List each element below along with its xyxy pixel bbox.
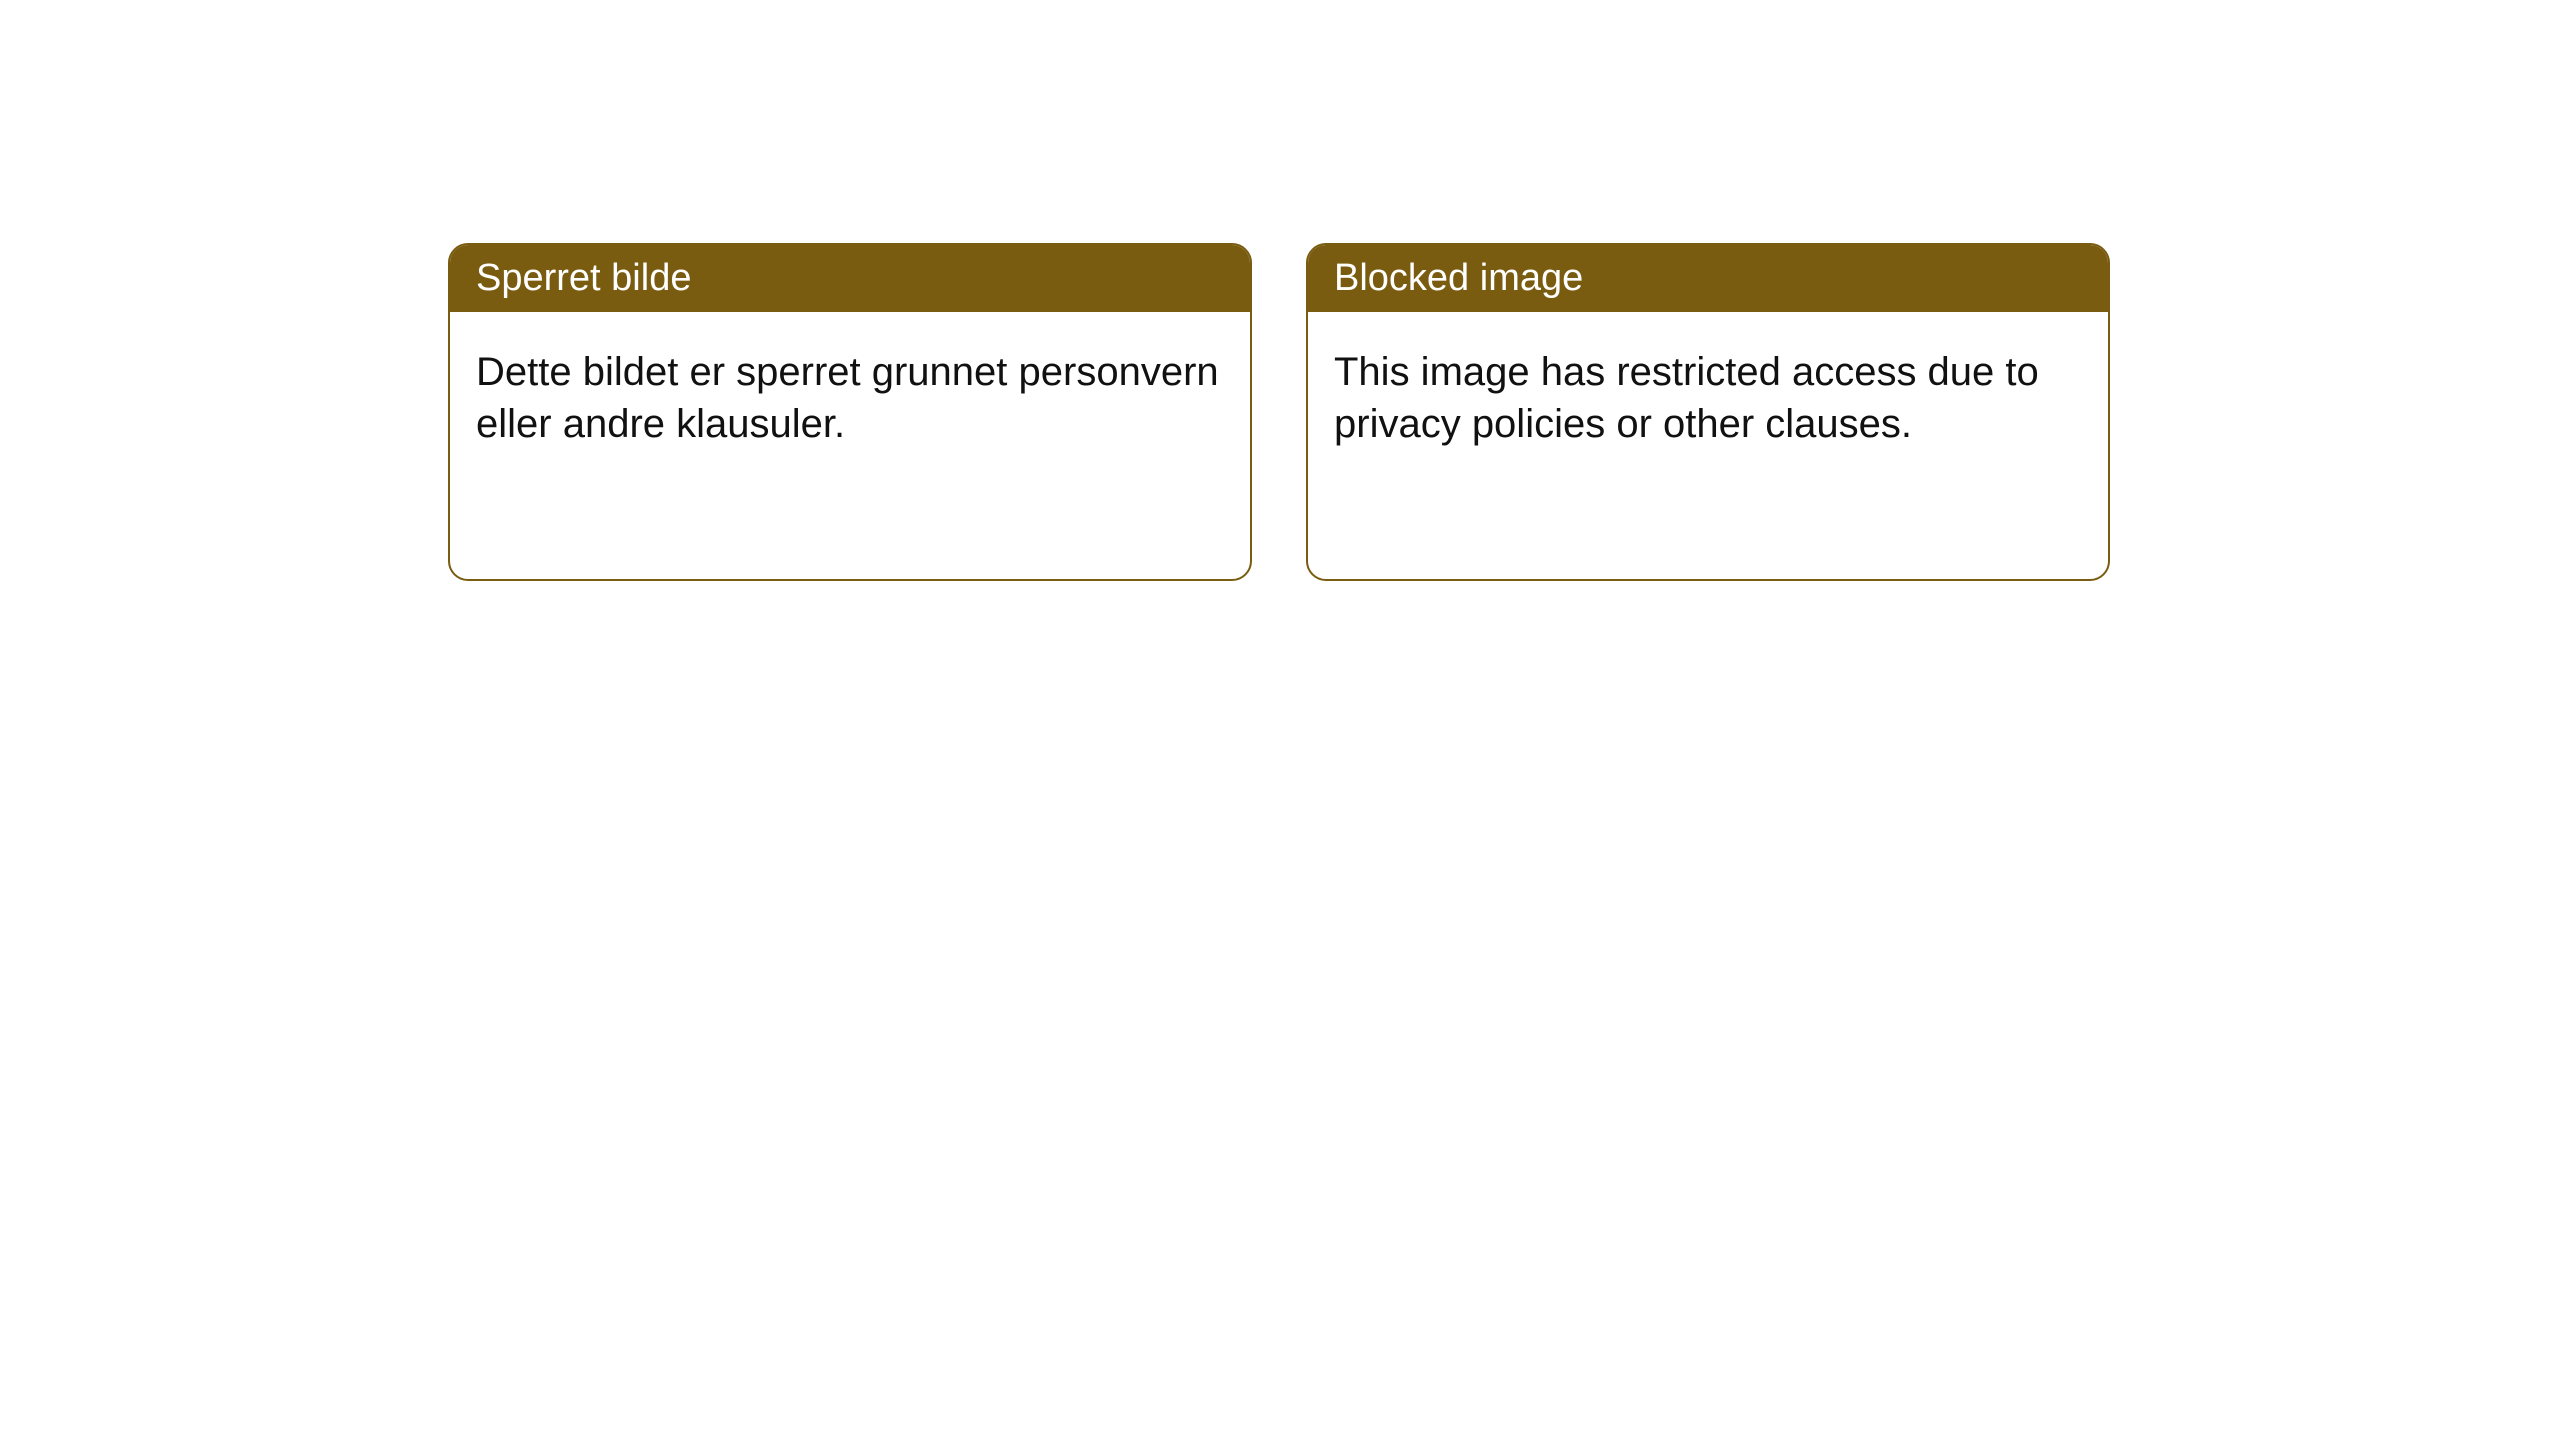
card-body-text: This image has restricted access due to …	[1308, 312, 2108, 484]
card-title: Blocked image	[1308, 245, 2108, 312]
notice-container: Sperret bilde Dette bildet er sperret gr…	[0, 0, 2560, 581]
card-body-text: Dette bildet er sperret grunnet personve…	[450, 312, 1250, 484]
notice-card-norwegian: Sperret bilde Dette bildet er sperret gr…	[448, 243, 1252, 581]
card-title: Sperret bilde	[450, 245, 1250, 312]
notice-card-english: Blocked image This image has restricted …	[1306, 243, 2110, 581]
